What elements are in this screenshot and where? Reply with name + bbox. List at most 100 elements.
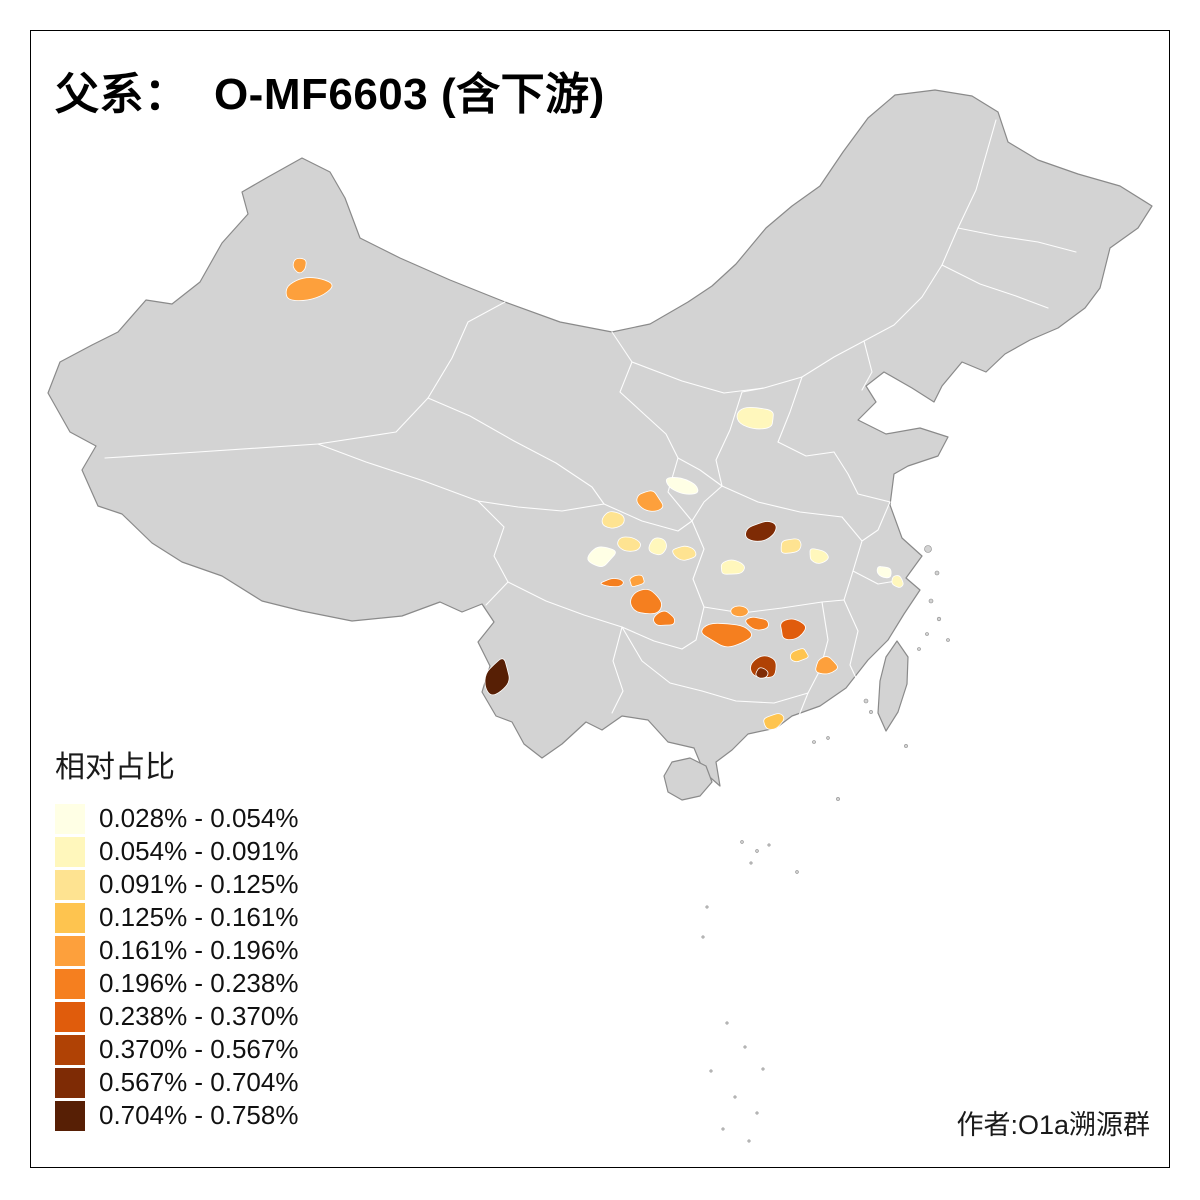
mainland-shape <box>47 89 1153 787</box>
province-border <box>317 443 479 502</box>
province-border <box>681 606 705 650</box>
small-islands <box>701 545 950 1143</box>
legend-item: 0.125% - 0.161% <box>55 901 298 934</box>
map-region <box>601 511 625 529</box>
island-dot <box>761 1067 765 1071</box>
island-dot <box>755 1111 759 1115</box>
island-dot <box>928 598 934 604</box>
province-border <box>715 387 765 487</box>
island-dot <box>747 1139 751 1143</box>
legend-label: 0.091% - 0.125% <box>99 869 299 899</box>
legend-swatch <box>55 836 85 867</box>
map-region <box>780 618 806 641</box>
legend-item: 0.238% - 0.370% <box>55 1000 298 1033</box>
island-dot <box>836 797 840 801</box>
province-border <box>843 599 863 692</box>
province-border <box>611 626 624 714</box>
hainan-island <box>663 757 713 801</box>
map-region <box>745 521 777 542</box>
island-dot <box>725 1021 729 1025</box>
province-border <box>957 227 1077 253</box>
map-region <box>484 658 510 696</box>
province-border <box>807 601 829 694</box>
province-border <box>104 301 506 459</box>
map-region <box>665 477 699 495</box>
legend-item: 0.091% - 0.125% <box>55 868 298 901</box>
legend-label: 0.054% - 0.091% <box>99 836 299 866</box>
legend-swatch <box>55 1034 85 1065</box>
province-border <box>841 516 863 601</box>
legend-label: 0.370% - 0.567% <box>99 1034 299 1064</box>
map-region <box>629 574 645 587</box>
island-dot <box>795 870 799 874</box>
legend-title: 相对占比 <box>55 751 175 784</box>
island-dot <box>925 632 929 636</box>
legend: 相对占比 0.028% - 0.054% 0.054% - 0.091% 0.091… <box>55 742 298 1132</box>
map-region <box>630 588 662 615</box>
island-dot <box>767 843 771 847</box>
legend-swatch <box>55 968 85 999</box>
legend-swatch <box>55 869 85 900</box>
legend-item: 0.161% - 0.196% <box>55 934 298 967</box>
island-dot <box>701 935 705 939</box>
map-region <box>730 605 749 618</box>
island-dot <box>755 849 759 853</box>
map-region <box>809 548 829 564</box>
legend-label: 0.028% - 0.054% <box>99 803 299 833</box>
legend-swatch <box>55 935 85 966</box>
landmass <box>47 89 1153 801</box>
province-border <box>777 441 835 457</box>
province-border <box>691 520 705 608</box>
island-dot <box>812 740 816 744</box>
island-dot <box>740 840 744 844</box>
map-region <box>636 490 664 512</box>
map-region <box>672 545 697 561</box>
legend-item: 0.054% - 0.091% <box>55 835 298 868</box>
map-region <box>789 648 809 663</box>
province-border <box>721 485 843 518</box>
legend-item: 0.196% - 0.238% <box>55 967 298 1000</box>
province-border <box>941 264 1049 309</box>
taiwan-island <box>877 640 909 732</box>
province-border <box>861 340 873 391</box>
map-region <box>285 277 333 302</box>
island-dot <box>709 1069 713 1073</box>
legend-label: 0.567% - 0.704% <box>99 1067 299 1097</box>
province-border <box>833 451 891 503</box>
island-dot <box>904 744 908 748</box>
island-dot <box>869 710 873 714</box>
map-region <box>755 667 769 679</box>
province-border <box>507 581 683 650</box>
map-region <box>891 575 904 588</box>
legend-item: 0.028% - 0.054% <box>55 802 298 835</box>
province-border <box>677 457 723 487</box>
page-title: 父系： O-MF6603 (含下游) <box>55 70 605 119</box>
map-region <box>763 713 785 730</box>
island-dot <box>705 905 709 909</box>
province-border <box>427 397 605 505</box>
province-border <box>691 485 723 522</box>
legend-label: 0.196% - 0.238% <box>99 968 299 998</box>
island-dot <box>743 1045 747 1049</box>
attribution: 作者:O1a溯源群 <box>956 1110 1150 1140</box>
province-border <box>477 500 605 512</box>
province-border <box>777 376 803 443</box>
map-region <box>780 538 802 554</box>
legend-swatch <box>55 902 85 933</box>
island-dot <box>946 638 950 642</box>
island-dot <box>749 861 753 865</box>
map-region <box>736 406 774 430</box>
map-region <box>815 656 838 675</box>
province-border <box>477 500 509 606</box>
map-region <box>617 536 641 552</box>
map-region <box>600 578 624 588</box>
legend-swatch <box>55 803 85 834</box>
province-border <box>603 503 693 532</box>
legend-item: 0.704% - 0.758% <box>55 1099 298 1132</box>
map-region <box>648 537 667 556</box>
island-dot <box>721 1127 725 1131</box>
province-border <box>703 599 845 614</box>
province-border <box>621 626 703 692</box>
island-dot <box>934 570 940 576</box>
